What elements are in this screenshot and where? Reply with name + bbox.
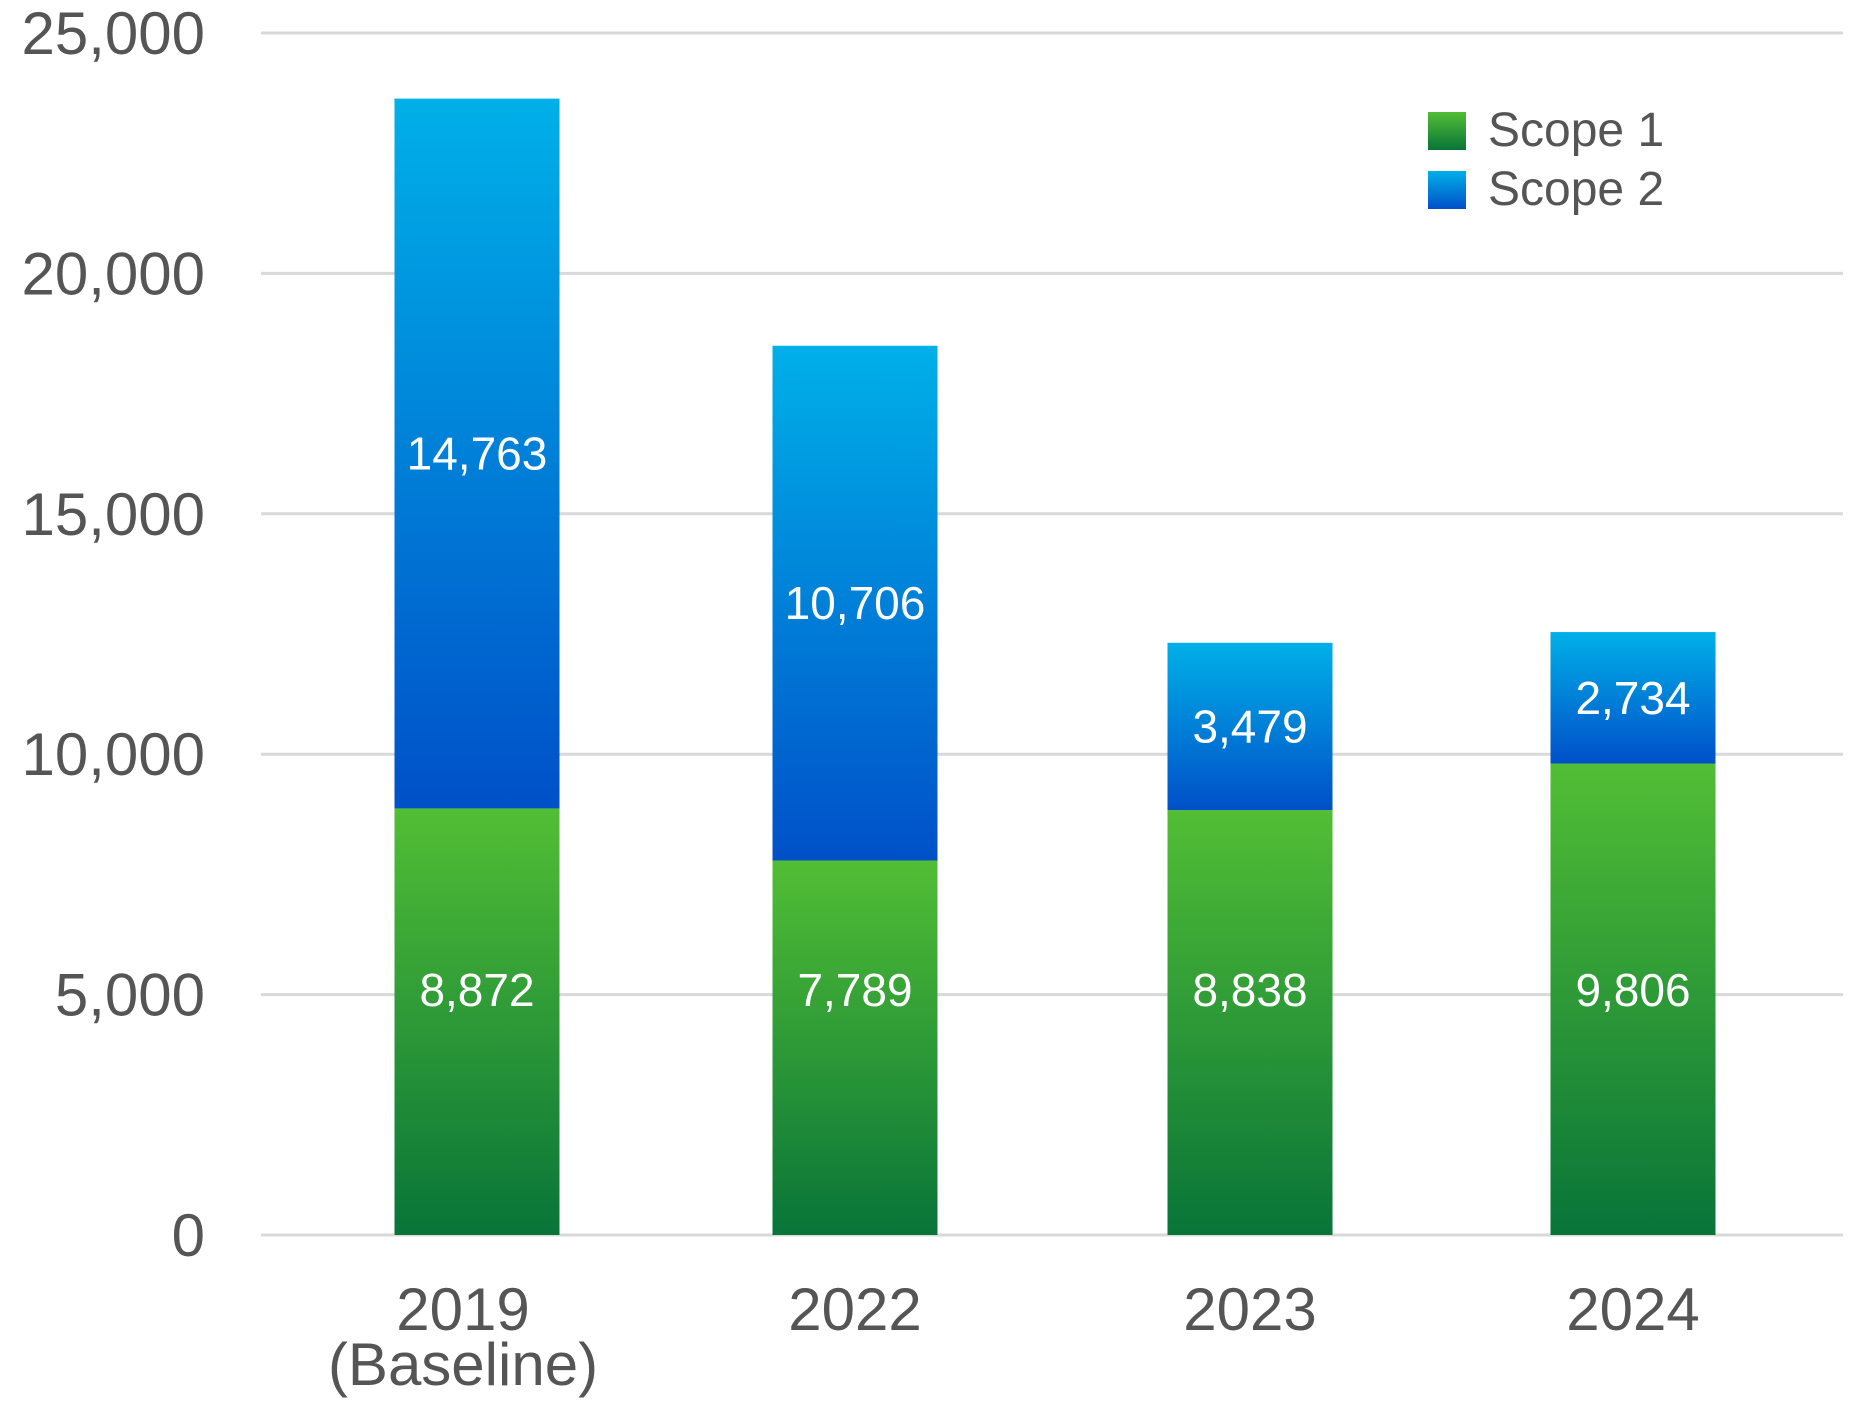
y-tick-label: 0 (172, 1202, 205, 1269)
data-label: 2,734 (1575, 672, 1690, 724)
bar-scope-1 (1167, 810, 1333, 1235)
legend: Scope 1 Scope 2 (1428, 104, 1664, 216)
legend-swatch (1428, 171, 1466, 209)
y-tick-label: 25,000 (21, 0, 205, 67)
y-axis: 0 5,000 10,000 15,000 20,000 25,000 (21, 0, 205, 1269)
x-tick-label: 2022 (788, 1276, 921, 1343)
legend-swatch (1428, 112, 1466, 150)
legend-label: Scope 2 (1488, 163, 1664, 216)
data-label: 8,872 (419, 964, 534, 1016)
data-label: 8,838 (1192, 964, 1307, 1016)
y-tick-label: 5,000 (55, 962, 205, 1029)
data-label: 9,806 (1575, 964, 1690, 1016)
data-label: 7,789 (797, 964, 912, 1016)
y-tick-label: 10,000 (21, 721, 205, 788)
data-label: 10,706 (785, 577, 926, 629)
bar-scope-1 (394, 808, 560, 1235)
bar-scope-2 (394, 98, 560, 809)
bar-scope-2 (1167, 642, 1333, 811)
bar-scope-1 (1550, 763, 1716, 1235)
legend-label: Scope 1 (1488, 104, 1664, 157)
data-label: 3,479 (1192, 700, 1307, 752)
x-axis: 2019(Baseline) 2022 2023 2024 (328, 1276, 1700, 1398)
x-tick-label: (Baseline) (328, 1331, 598, 1398)
x-tick-label: 2023 (1183, 1276, 1316, 1343)
x-tick-label: 2019 (396, 1276, 529, 1343)
y-tick-label: 20,000 (21, 240, 205, 307)
x-tick-label: 2024 (1566, 1276, 1699, 1343)
bar-scope-2 (1550, 632, 1716, 764)
y-tick-label: 15,000 (21, 481, 205, 548)
bar-scope-1 (772, 860, 938, 1235)
data-label: 14,763 (407, 428, 548, 480)
bars: 8,872 14,763 7,789 10,706 8,838 3,479 9,806 2,7… (394, 98, 1716, 1235)
bar-scope-2 (772, 345, 938, 861)
